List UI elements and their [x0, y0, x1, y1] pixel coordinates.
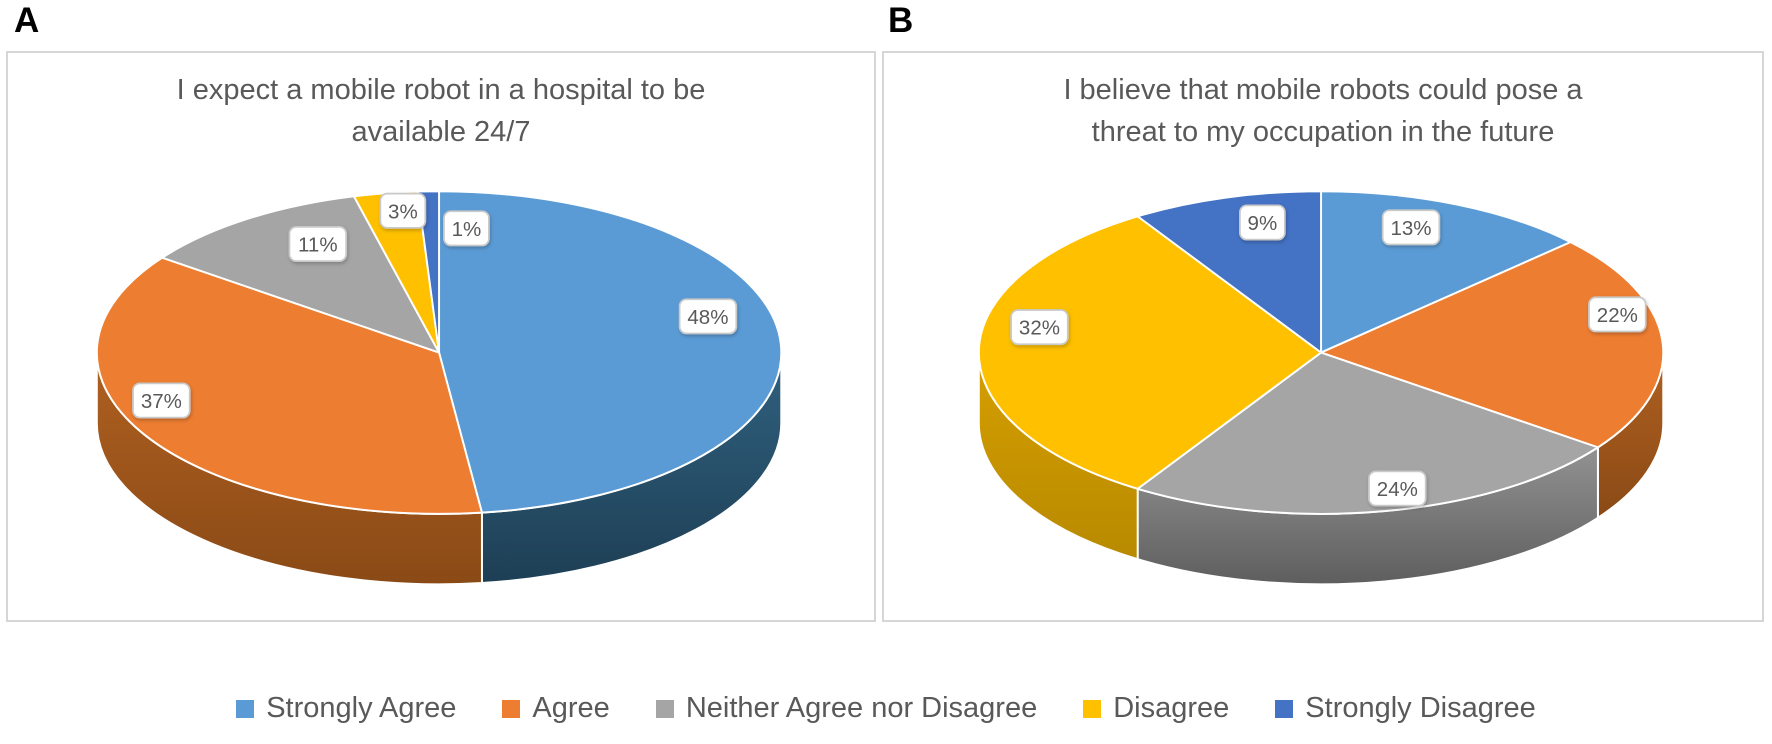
legend-swatch-icon: [1275, 699, 1294, 718]
data-label-box: [379, 192, 427, 229]
data-label-box: [1368, 470, 1427, 507]
data-label-text: 48%: [687, 306, 728, 329]
legend-item-disagree: Disagree: [1083, 692, 1229, 725]
data-label-box: [678, 298, 738, 335]
chart-title-a-line1: I expect a mobile robot in a hospital to…: [176, 74, 706, 106]
pie-slice-agree: [1320, 241, 1665, 449]
legend-swatch-icon: [655, 699, 674, 718]
chart-title-b: I believe that mobile robots could pose …: [894, 69, 1752, 153]
legend-item-strongly-agree: Strongly Agree: [236, 692, 456, 725]
chart-panel-a: I expect a mobile robot in a hospital to…: [6, 51, 876, 622]
legend-swatch-icon: [236, 699, 255, 718]
data-label-box: [132, 382, 191, 419]
legend-swatch-icon: [502, 699, 521, 718]
data-label-disagree: 3%: [379, 192, 427, 229]
pie-slice-agree: [95, 256, 483, 515]
legend-item-agree: Agree: [502, 692, 610, 725]
chart-title-b-line2: threat to my occupation in the future: [1091, 116, 1555, 148]
data-label-text: 22%: [1597, 304, 1638, 327]
panel-label-b: B: [888, 1, 914, 40]
data-label-text: 1%: [452, 218, 482, 241]
data-label-disagree: 32%: [1010, 309, 1069, 346]
legend-label: Disagree: [1113, 692, 1230, 724]
chart-title-a: I expect a mobile robot in a hospital to…: [18, 69, 864, 153]
chart-title-a-line2: available 24/7: [351, 116, 531, 148]
data-label-neither-agree-nor-disagree: 11%: [288, 226, 348, 263]
data-label-strongly-agree: 48%: [678, 298, 738, 335]
pie-slice-neither-agree-nor-disagree: [1136, 351, 1599, 515]
data-label-text: 9%: [1248, 212, 1278, 235]
data-label-text: 32%: [1019, 317, 1060, 340]
data-label-agree: 22%: [1588, 296, 1647, 333]
pie-chart-b: 13% 22% 24% 32% 9%: [977, 190, 1665, 586]
legend-swatch-icon: [1083, 699, 1102, 718]
data-label-box: [1010, 309, 1069, 346]
legend-label: Agree: [532, 692, 610, 724]
data-label-text: 3%: [388, 200, 418, 223]
data-label-text: 37%: [141, 390, 182, 413]
pie-slice-neither-agree-nor-disagree: [161, 195, 441, 354]
chart-panel-b: I believe that mobile robots could pose …: [882, 51, 1764, 622]
data-label-text: 24%: [1377, 478, 1418, 501]
pie-chart-a: 48% 37% 11% 3% 1%: [95, 190, 783, 586]
data-label-box: [288, 226, 348, 263]
legend-label: Neither Agree nor Disagree: [685, 692, 1038, 724]
legend-item-neither-agree-nor-disagree: Neither Agree nor Disagree: [655, 692, 1038, 725]
legend-label: Strongly Agree: [266, 692, 457, 724]
data-label-strongly-disagree: 1%: [443, 210, 490, 247]
data-label-strongly-agree: 13%: [1381, 209, 1441, 246]
data-label-box: [443, 210, 490, 247]
chart-title-b-line1: I believe that mobile robots could pose …: [1063, 74, 1583, 106]
pie-slice-strongly-agree: [438, 190, 783, 514]
data-label-text: 11%: [298, 234, 338, 257]
data-label-strongly-disagree: 9%: [1239, 204, 1286, 241]
data-label-text: 13%: [1390, 217, 1431, 240]
pie-slice-disagree: [977, 215, 1323, 490]
data-label-box: [1239, 204, 1286, 241]
pie-slice-strongly-disagree: [416, 190, 441, 354]
data-label-agree: 37%: [132, 382, 191, 419]
data-label-box: [1381, 209, 1441, 246]
data-label-neither-agree-nor-disagree: 24%: [1368, 470, 1427, 507]
legend-item-strongly-disagree: Strongly Disagree: [1275, 692, 1536, 725]
data-label-box: [1588, 296, 1647, 333]
legend: Strongly Agree Agree Neither Agree nor Dis…: [0, 692, 1772, 725]
panel-label-a: A: [14, 1, 40, 40]
legend-label: Strongly Disagree: [1305, 692, 1536, 724]
